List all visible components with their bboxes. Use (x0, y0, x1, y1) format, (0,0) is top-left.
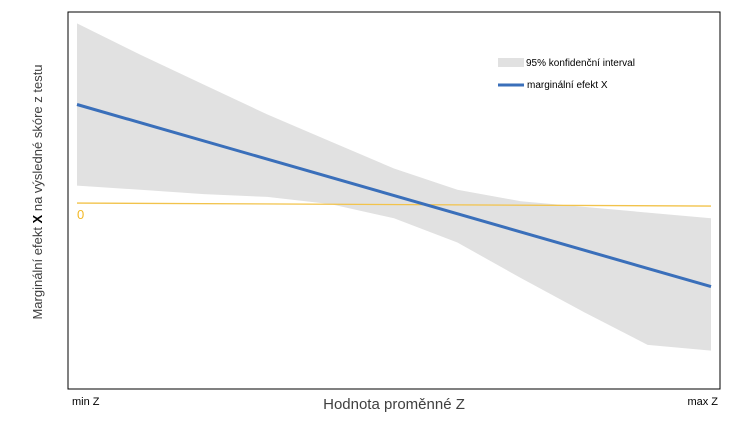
y-axis-title: Marginální efekt X na výsledné skóre z t… (30, 64, 45, 319)
legend-label-confidence-band: 95% konfidenční interval (526, 58, 635, 69)
legend-label-series-0: marginální efekt X (527, 80, 608, 91)
x-axis-title: Hodnota proměnné Z (323, 396, 465, 413)
confidence-band (77, 23, 711, 351)
y-axis-title-part-2: na výsledné skóre z testu (30, 64, 45, 214)
y-axis-title-part-0: Marginální efekt (30, 223, 45, 319)
x-tick-label-min: min Z (72, 396, 100, 408)
series-line-0 (76, 103, 712, 289)
legend-swatch-confidence-band (498, 58, 524, 67)
plot-frame (67, 11, 721, 390)
zero-label: 0 (77, 207, 84, 222)
zero-reference-line (76, 202, 712, 207)
x-tick-label-max: max Z (687, 396, 718, 408)
y-axis-title-part-1: X (30, 214, 45, 223)
